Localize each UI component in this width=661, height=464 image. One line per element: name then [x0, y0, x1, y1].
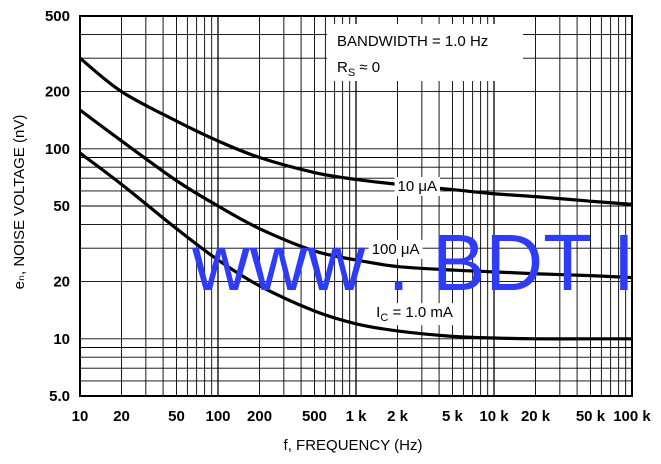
series-label-background-0	[394, 176, 441, 196]
x-tick-label: 2 k	[387, 408, 409, 425]
series-label-background-2	[373, 303, 456, 326]
series-labels: 10 μA 100 μA IC = 1.0 mA	[368, 176, 456, 326]
x-tick-labels: 10 20 50 100 200 500 1 k 2 k 5 k 10 k 20 k 50 k 100 …	[72, 408, 652, 425]
x-tick-label: 10 k	[479, 408, 509, 425]
series-label-2: IC = 1.0 mA	[376, 304, 453, 324]
annotation-rs-sub: S	[348, 67, 355, 79]
x-tick-label: 20	[113, 408, 130, 425]
y-tick-label: 20	[53, 274, 70, 291]
y-tick-label: 500	[45, 8, 70, 25]
y-tick-labels: 5.0 10 20 50 100 200 500	[45, 8, 70, 405]
y-tick-label: 200	[45, 84, 70, 101]
y-axis-title: eₙ, NOISE VOLTAGE (nV)	[11, 115, 28, 290]
x-tick-label: 20 k	[521, 408, 551, 425]
series-label-background-1	[368, 239, 423, 259]
x-axis-title: f, FREQUENCY (Hz)	[284, 437, 423, 454]
y-tick-label: 50	[53, 198, 70, 215]
annotation-bandwidth: BANDWIDTH = 1.0 Hz	[337, 33, 488, 50]
annotation-background	[327, 24, 523, 81]
annotation-rs-rest: ≈ 0	[355, 59, 380, 76]
plot-frame	[79, 15, 633, 397]
x-tick-label: 100 k	[613, 408, 651, 425]
x-tick-label: 5 k	[442, 408, 464, 425]
series-line-0	[78, 56, 633, 206]
x-tick-label: 200	[247, 408, 272, 425]
x-tick-label: 1 k	[346, 408, 368, 425]
y-tick-label: 10	[53, 331, 70, 348]
x-tick-label: 50	[168, 408, 185, 425]
y-tick-label: 100	[45, 141, 70, 158]
series-line-2	[79, 151, 632, 341]
x-tick-label: 50 k	[576, 408, 606, 425]
x-tick-label: 500	[302, 408, 327, 425]
series-label-1: 100 μA	[372, 241, 420, 258]
annotation-box: BANDWIDTH = 1.0 Hz RS ≈ 0	[327, 24, 523, 81]
x-tick-label: 10	[72, 408, 89, 425]
curves	[78, 56, 633, 341]
series-label-0: 10 μA	[398, 178, 438, 195]
plot-border	[79, 15, 633, 397]
x-tick-label: 100	[205, 408, 230, 425]
annotation-rs: RS ≈ 0	[337, 59, 380, 79]
y-tick-label: 5.0	[49, 388, 70, 405]
annotation-rs-main: R	[337, 59, 348, 76]
series-line-1	[79, 108, 633, 280]
watermark: www . BDT I	[191, 218, 635, 307]
